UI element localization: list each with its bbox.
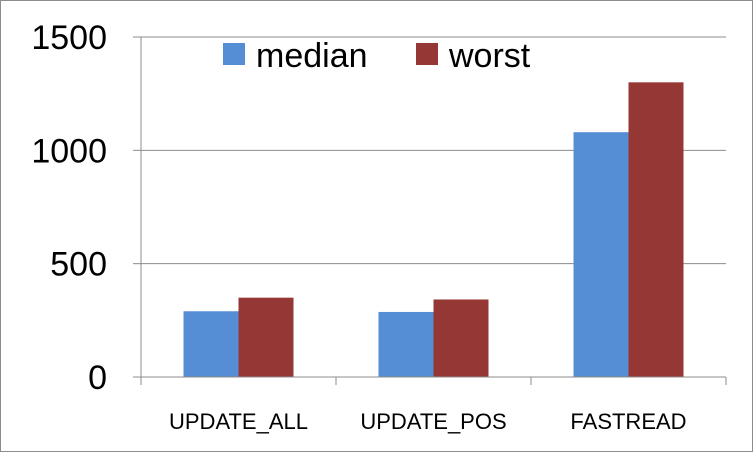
y-tick-label: 1500 [31, 19, 107, 57]
bar-worst-fastread [628, 82, 684, 377]
legend-label-worst: worst [448, 37, 531, 75]
legend-label-median: median [256, 37, 368, 75]
legend-swatch-median [223, 43, 245, 65]
axes [140, 37, 727, 385]
x-tick-labels: UPDATE_ALL UPDATE_POS FASTREAD [169, 409, 687, 434]
legend-swatch-worst [416, 43, 438, 65]
x-tick-label: UPDATE_ALL [169, 409, 308, 434]
bar-median-update_all [183, 311, 239, 377]
y-tick-label: 0 [88, 359, 107, 397]
bar-worst-update_all [238, 297, 294, 377]
bar-median-update_pos [378, 311, 434, 377]
legend: median worst [223, 37, 531, 75]
y-tick-label: 1000 [31, 132, 107, 170]
y-tick-label: 500 [50, 246, 107, 284]
y-tick-labels: 0 500 1000 1500 [31, 19, 107, 397]
x-tick-label: FASTREAD [570, 409, 686, 434]
bars [183, 82, 684, 377]
x-tick-label: UPDATE_POS [360, 409, 506, 434]
bar-median-fastread [573, 132, 629, 377]
bar-worst-update_pos [433, 299, 489, 377]
